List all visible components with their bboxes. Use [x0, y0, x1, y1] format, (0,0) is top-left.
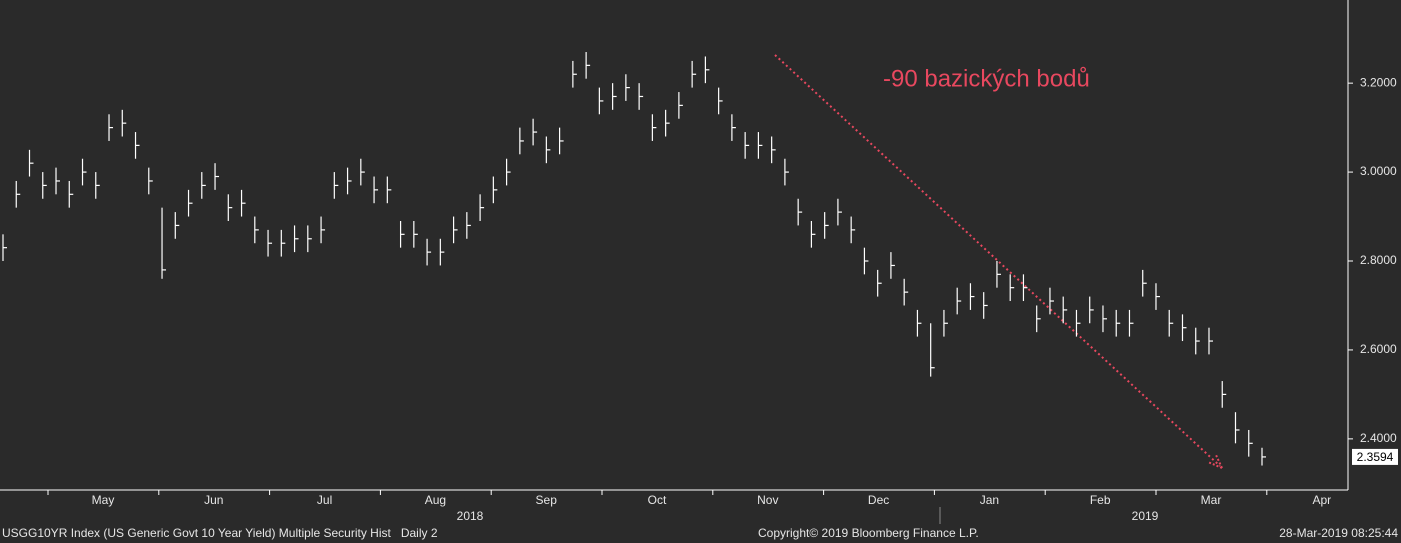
last-value-box [1352, 448, 1398, 465]
last-value-label: 2.3594 [1357, 450, 1394, 464]
y-tick-label: 2.8000 [1360, 253, 1397, 267]
y-tick-label: 3.0000 [1360, 164, 1397, 178]
x-tick-label: Jun [204, 493, 223, 507]
year-label: 2018 [457, 509, 484, 523]
x-tick-label: Aug [425, 493, 446, 507]
x-tick-label: Feb [1090, 493, 1111, 507]
x-tick-label: Sep [536, 493, 558, 507]
y-tick-label: 3.2000 [1360, 75, 1397, 89]
x-tick-label: May [92, 493, 115, 507]
footer-right: 28-Mar-2019 08:25:44 [1279, 526, 1398, 540]
footer-center: Copyright© 2019 Bloomberg Finance L.P. [758, 526, 979, 540]
x-tick-label: Jul [317, 493, 332, 507]
trend-arrow [774, 54, 1221, 467]
x-tick-label: Dec [868, 493, 889, 507]
x-tick-label: Oct [648, 493, 667, 507]
y-tick-label: 2.6000 [1360, 342, 1397, 356]
x-tick-label: Nov [757, 493, 778, 507]
x-tick-label: Mar [1201, 493, 1222, 507]
arrow-head [1207, 454, 1223, 469]
footer-left: USGG10YR Index (US Generic Govt 10 Year … [2, 526, 438, 540]
y-tick-label: 2.4000 [1360, 431, 1397, 445]
x-tick-label: Jan [980, 493, 999, 507]
x-tick-label: Apr [1312, 493, 1331, 507]
annotation: -90 bazických bodů [883, 65, 1090, 92]
year-label: 2019 [1132, 509, 1159, 523]
